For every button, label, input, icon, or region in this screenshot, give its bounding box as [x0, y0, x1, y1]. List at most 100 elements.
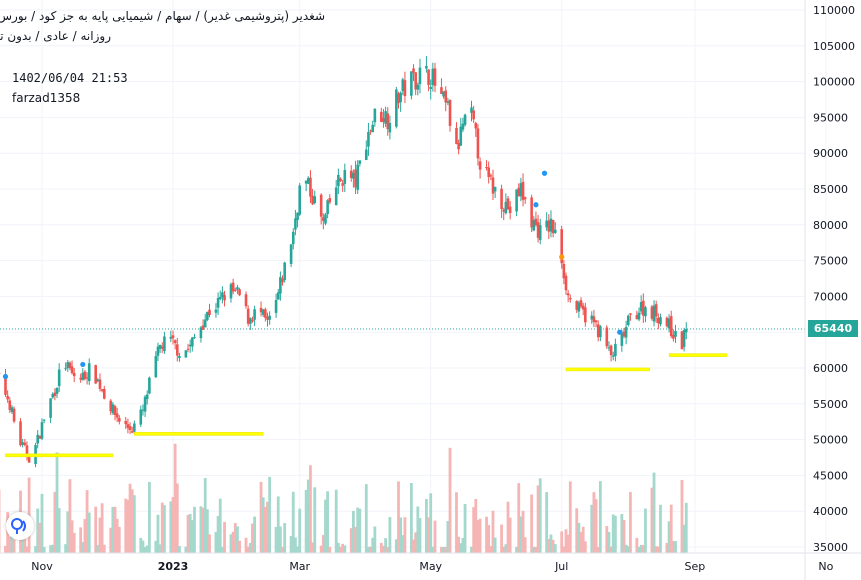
candle-body: [669, 316, 673, 337]
support-line: [134, 432, 264, 436]
candle-body: [193, 337, 196, 339]
volume-bar: [530, 494, 534, 553]
candle-body: [218, 297, 222, 300]
candle-body: [188, 344, 192, 347]
candle-body: [560, 229, 564, 264]
candle-body: [184, 350, 188, 358]
candle-body: [124, 420, 128, 425]
candle-body: [83, 371, 87, 379]
candle-body: [414, 72, 417, 90]
volume-bar: [409, 482, 413, 553]
volume-bar: [644, 508, 647, 553]
candle-body: [339, 178, 342, 182]
x-tick-label: No: [818, 560, 833, 573]
volume-bar: [126, 499, 130, 553]
candle-body: [672, 334, 675, 339]
candle-body: [596, 324, 600, 338]
volume-bar: [641, 545, 645, 553]
volume-bar: [283, 523, 287, 553]
candle-body: [244, 294, 248, 307]
y-tick-label: 95000: [813, 111, 848, 124]
volume-bar: [491, 510, 495, 553]
volume-bar: [72, 532, 76, 553]
volume-bar: [311, 542, 314, 553]
volume-bar: [425, 498, 428, 553]
volume-bar: [85, 490, 89, 553]
candle-body: [530, 197, 533, 228]
volume-bar: [291, 491, 295, 553]
candle-body: [23, 442, 27, 445]
volume-bar: [98, 517, 102, 553]
candle-body: [433, 68, 437, 86]
candle-body: [249, 318, 252, 324]
candle-body: [635, 315, 639, 320]
candle-body: [549, 218, 553, 232]
candle-body: [326, 200, 329, 215]
candle-body: [399, 92, 402, 103]
candle-body: [444, 90, 448, 103]
volume-bar: [96, 544, 100, 553]
volume-bar: [382, 545, 385, 553]
volume-bar: [349, 528, 353, 553]
candle-body: [304, 180, 308, 184]
candle-body: [266, 316, 269, 320]
candle-body: [264, 309, 267, 318]
candle-body: [169, 336, 173, 339]
candle-body: [410, 71, 413, 96]
y-tick-label: 45000: [813, 469, 848, 482]
support-line: [5, 453, 114, 458]
candle-body: [386, 113, 390, 130]
volume-bar: [193, 506, 196, 553]
volume-bar: [442, 546, 445, 553]
volume-bar: [487, 525, 491, 553]
candle-body: [611, 355, 615, 357]
volume-bar: [427, 517, 430, 553]
candle-body: [652, 305, 656, 322]
candle-body: [637, 312, 641, 320]
candle-body: [208, 309, 211, 315]
candle-body: [380, 111, 383, 122]
volume-bar: [502, 546, 506, 553]
candle-body: [504, 201, 508, 214]
volume-bar: [68, 479, 72, 553]
candle-body: [412, 68, 415, 73]
volume-bars: [0, 443, 688, 553]
support-line: [565, 367, 651, 372]
volume-bar: [296, 546, 299, 553]
support-lines[interactable]: [5, 353, 728, 458]
candle-body: [313, 196, 317, 204]
candle-body: [581, 305, 585, 310]
candle-body: [259, 307, 263, 313]
candle-body: [659, 317, 662, 325]
volume-bar: [246, 546, 250, 553]
candle-body: [72, 372, 76, 377]
volume-bar: [538, 478, 542, 553]
candle-body: [324, 214, 327, 224]
volume-bar: [141, 540, 145, 553]
candle-body: [575, 300, 579, 310]
y-tick-label: 110000: [813, 4, 855, 17]
volume-bar: [309, 465, 312, 553]
volume-bar: [577, 522, 581, 553]
signal-marker: [559, 254, 565, 260]
volume-bar: [596, 546, 600, 553]
volume-bar: [158, 544, 162, 553]
candle-body: [143, 396, 147, 412]
candle-body: [564, 275, 568, 291]
volume-bar: [553, 544, 557, 553]
x-axis-labels: Nov 2023 Mar May Jul Sep No: [31, 560, 833, 573]
last-price-label: 65440: [808, 320, 858, 337]
volume-bar: [639, 545, 643, 553]
candle-body: [459, 126, 463, 146]
volume-bar: [583, 541, 587, 553]
volume-bar: [680, 480, 684, 553]
candle-body: [98, 379, 102, 389]
candle-body: [246, 308, 250, 324]
volume-bar: [386, 546, 390, 553]
tradingview-logo-icon[interactable]: [6, 512, 34, 540]
volume-bar: [356, 507, 360, 553]
candle-body: [87, 363, 91, 382]
volume-bar: [455, 492, 458, 553]
volume-bar: [665, 542, 669, 553]
